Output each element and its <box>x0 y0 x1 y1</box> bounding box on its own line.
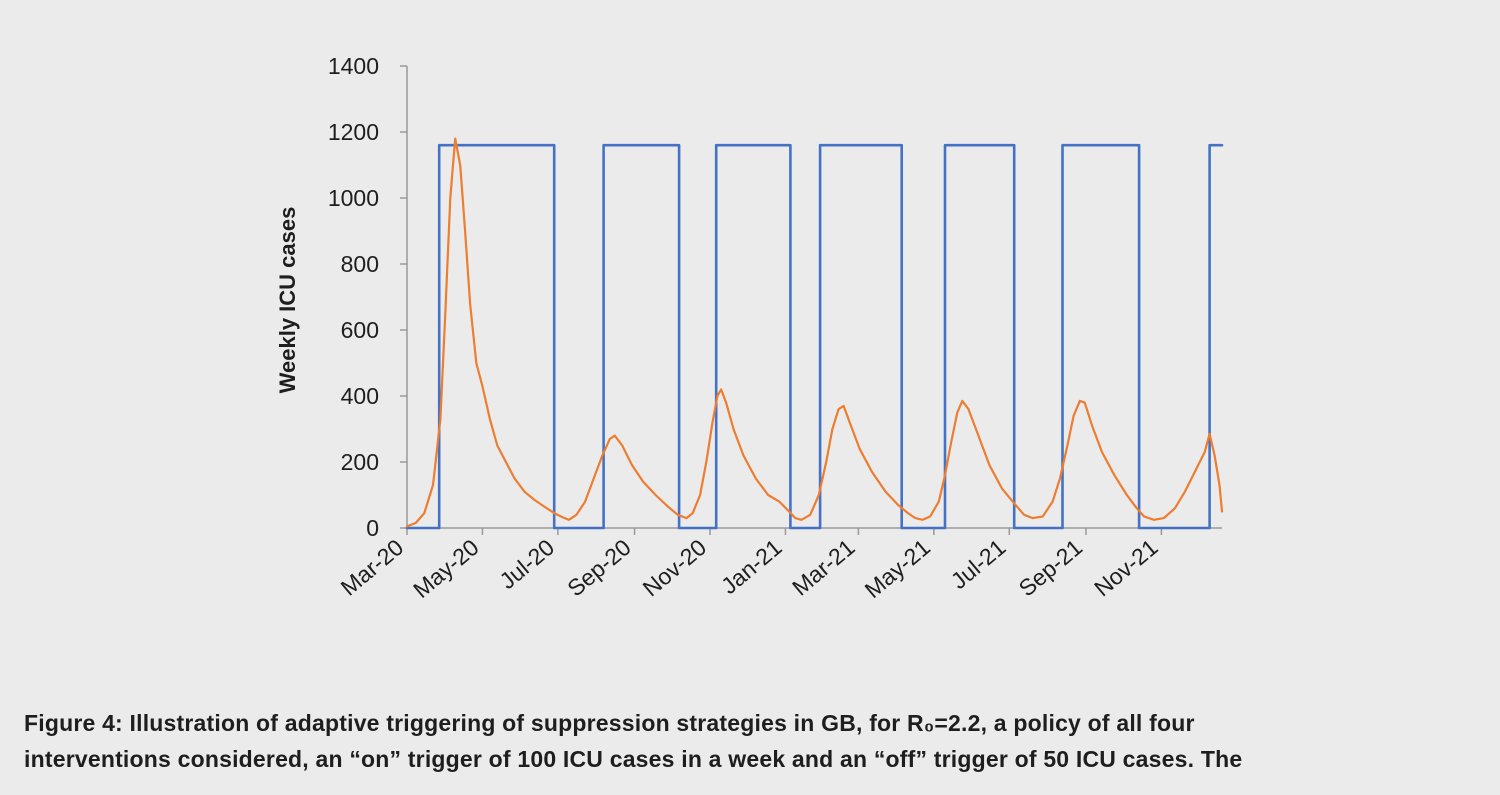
icu-cases-line <box>405 137 1224 528</box>
y-tick-label: 0 <box>366 515 379 541</box>
x-tick-label: Nov-21 <box>1089 534 1163 602</box>
series-group <box>405 137 1224 530</box>
y-tick-label: 200 <box>341 449 379 475</box>
y-tick-label: 800 <box>341 251 379 277</box>
x-tick-label: Sep-21 <box>1014 534 1088 602</box>
y-axis-label: Weekly ICU cases <box>275 207 300 394</box>
x-axis: Mar-20 May-20 Jul-20 Sep-20 Nov-20 Jan-21 Mar-… <box>336 527 1222 603</box>
figure-caption: Figure 4: Illustration of adaptive trigg… <box>24 705 1479 777</box>
y-tick-label: 400 <box>341 383 379 409</box>
x-tick-label: Jan-21 <box>716 534 787 599</box>
caption-line-2: interventions considered, an “on” trigge… <box>24 746 1243 772</box>
y-axis: 0 200 400 600 800 1000 1200 1400 <box>328 53 408 541</box>
trigger-step-line <box>405 143 1224 530</box>
x-tick-label: May-21 <box>860 534 935 603</box>
x-tick-label: Jul-21 <box>946 534 1011 594</box>
y-tick-label: 600 <box>341 317 379 343</box>
x-tick-label: Sep-20 <box>562 534 636 602</box>
y-tick-label: 1000 <box>328 185 379 211</box>
x-tick-label: Mar-21 <box>787 534 860 601</box>
y-tick-label: 1400 <box>328 53 379 79</box>
x-tick-label: Mar-20 <box>336 534 409 601</box>
x-tick-label: Jul-20 <box>494 534 559 594</box>
x-tick-label: Nov-20 <box>638 534 712 602</box>
y-tick-label: 1200 <box>328 119 379 145</box>
caption-line-1: Figure 4: Illustration of adaptive trigg… <box>24 710 1195 736</box>
x-tick-label: May-20 <box>408 534 483 603</box>
